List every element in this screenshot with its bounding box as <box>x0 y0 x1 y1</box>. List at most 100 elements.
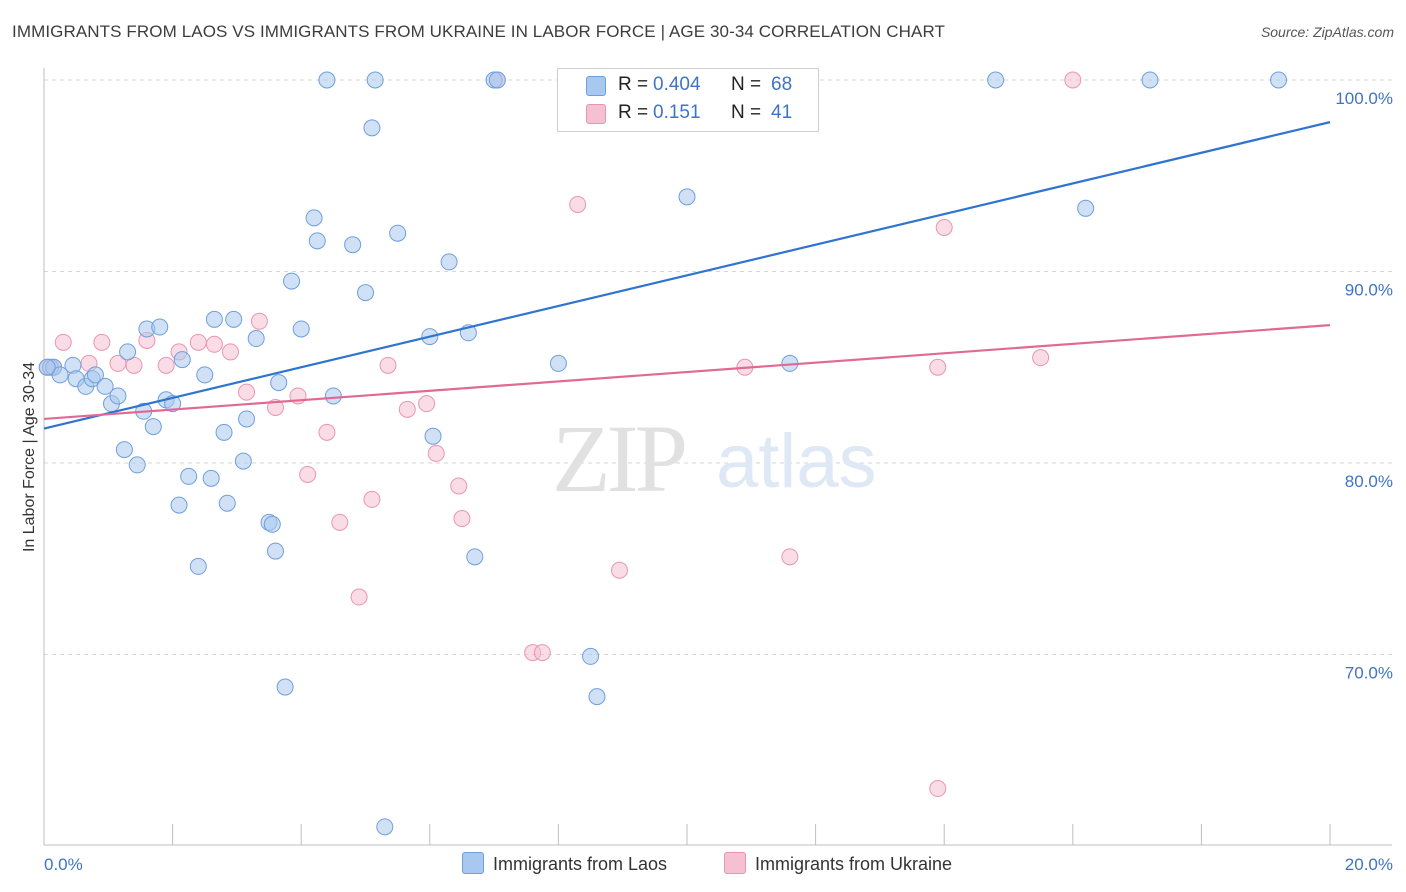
correlation-legend: R = 0.404 N = 68 R = 0.151 N = 41 <box>557 68 819 132</box>
laos-point <box>270 374 288 392</box>
ukraine-point <box>453 510 471 528</box>
laos-point <box>86 366 104 384</box>
laos-point <box>1077 199 1095 217</box>
legend-item-ukraine: Immigrants from Ukraine <box>724 852 952 875</box>
series-legend: Immigrants from Laos Immigrants from Ukr… <box>0 852 1406 876</box>
legend-row-laos: R = 0.404 N = 68 <box>558 71 818 101</box>
ukraine-point <box>238 383 256 401</box>
laos-r-value: 0.404 <box>653 74 701 95</box>
ukraine-point <box>610 561 628 579</box>
laos-point <box>588 688 606 706</box>
ukraine-point <box>781 548 799 566</box>
ukraine-point <box>93 333 111 351</box>
laos-point <box>292 320 310 338</box>
laos-point <box>238 410 256 428</box>
watermark-atlas: atlas <box>716 419 877 504</box>
ukraine-point <box>418 395 436 413</box>
source-label: Source: ZipAtlas.com <box>1260 24 1394 40</box>
ukraine-trendline <box>43 324 1331 421</box>
ukraine-n-value: 41 <box>771 102 793 123</box>
laos-point <box>318 71 336 89</box>
watermark-zip: ZIP <box>552 405 685 512</box>
ukraine-point <box>221 343 239 361</box>
laos-legend-swatch <box>462 852 484 874</box>
laos-point <box>283 272 301 290</box>
laos-point <box>96 377 114 395</box>
laos-point <box>38 358 56 376</box>
laos-point <box>128 456 146 474</box>
laos-point <box>488 71 506 89</box>
laos-point <box>308 232 326 250</box>
ukraine-point <box>533 644 551 662</box>
laos-n-value: 68 <box>771 74 793 95</box>
laos-point <box>119 343 137 361</box>
ukraine-point <box>929 780 947 798</box>
laos-n-label: N = <box>731 74 762 95</box>
laos-point <box>202 469 220 487</box>
ukraine-point <box>350 588 368 606</box>
chart-title: IMMIGRANTS FROM LAOS VS IMMIGRANTS FROM … <box>12 22 946 41</box>
laos-point <box>180 467 198 485</box>
laos-point <box>305 209 323 227</box>
laos-point <box>215 423 233 441</box>
laos-point <box>51 366 69 384</box>
legend-item-laos: Immigrants from Laos <box>462 852 667 875</box>
laos-point <box>440 253 458 271</box>
laos-legend-label: Immigrants from Laos <box>493 854 668 874</box>
gridlines <box>44 79 1392 655</box>
laos-point <box>1270 71 1288 89</box>
laos-point <box>363 119 381 137</box>
laos-point <box>151 318 169 336</box>
laos-point <box>263 515 281 533</box>
laos-point <box>424 427 442 445</box>
laos-point <box>234 452 252 470</box>
ukraine-point <box>1064 71 1082 89</box>
laos-point <box>247 330 265 348</box>
ukraine-r-label: R = <box>618 102 649 123</box>
ukraine-point <box>189 333 207 351</box>
laos-point <box>218 494 236 512</box>
laos-point <box>173 351 191 369</box>
ukraine-point <box>299 465 317 483</box>
laos-point <box>189 557 207 575</box>
laos-r-label: R = <box>618 74 649 95</box>
laos-point <box>266 542 284 560</box>
laos-point <box>324 387 342 405</box>
laos-swatch <box>586 76 606 96</box>
ukraine-point <box>157 356 175 374</box>
laos-point <box>115 441 133 459</box>
ukraine-point <box>569 195 587 213</box>
laos-point <box>1141 71 1159 89</box>
ukraine-point <box>331 513 349 531</box>
laos-point <box>205 310 223 328</box>
laos-trendline <box>43 121 1331 430</box>
ukraine-point <box>363 490 381 508</box>
y-tick-label: 100.0% <box>1335 89 1393 108</box>
ukraine-point <box>205 335 223 353</box>
ukraine-point <box>450 477 468 495</box>
ukraine-point <box>250 312 268 330</box>
laos-point <box>276 678 294 696</box>
laos-point <box>466 548 484 566</box>
laos-point <box>344 236 362 254</box>
ukraine-point <box>929 358 947 376</box>
ukraine-point <box>54 333 72 351</box>
laos-point <box>987 71 1005 89</box>
ukraine-legend-swatch <box>724 852 746 874</box>
y-tick-label: 70.0% <box>1345 664 1393 683</box>
ukraine-point <box>398 400 416 418</box>
legend-row-ukraine: R = 0.151 N = 41 <box>558 99 818 129</box>
ukraine-legend-label: Immigrants from Ukraine <box>755 854 953 874</box>
y-tick-label: 80.0% <box>1345 472 1393 491</box>
laos-point <box>389 224 407 242</box>
x-tick-label: 0.0% <box>44 855 83 874</box>
laos-point <box>357 284 374 302</box>
ukraine-r-value: 0.151 <box>653 102 701 123</box>
series-laos <box>38 71 1288 836</box>
ukraine-n-label: N = <box>731 102 762 123</box>
laos-point <box>170 496 188 514</box>
ukraine-point <box>427 444 445 462</box>
laos-point <box>549 354 567 372</box>
y-tick-label: 90.0% <box>1345 281 1393 300</box>
